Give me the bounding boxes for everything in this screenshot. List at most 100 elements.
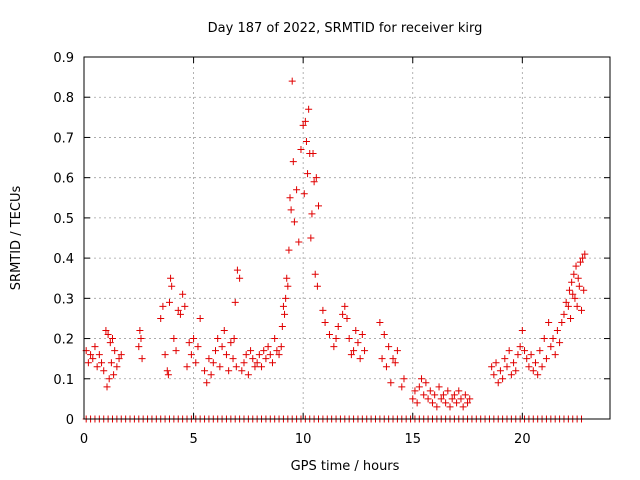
data-point [187,351,195,359]
data-point [523,355,531,363]
data-point [380,331,388,339]
data-point [304,170,312,178]
data-point [137,335,145,343]
data-point [455,387,463,395]
data-point [111,347,119,355]
data-point [283,274,291,282]
data-point [100,367,108,375]
axis-ticks: 0 0.1 0.2 0.3 0.4 0.5 0.6 0.7 0.8 0.9 0 5 10 15 20 [53,51,610,447]
data-point [209,359,217,367]
data-point [115,355,123,363]
data-point [361,347,369,355]
data-point [231,298,239,306]
data-point [214,335,222,343]
data-point [271,335,279,343]
data-point [266,351,274,359]
y-tick-label: 0 [66,413,74,428]
data-point [547,343,555,351]
data-point [567,314,575,322]
data-point [236,274,244,282]
data-point [499,375,507,383]
data-point [315,202,323,210]
data-point [496,367,504,375]
data-point [433,403,441,411]
data-point [108,335,116,343]
data-point [179,290,187,298]
data-point [531,359,539,367]
data-point [113,363,121,371]
data-point [138,355,146,363]
data-point [282,294,290,302]
data-point [446,403,454,411]
data-point [562,298,570,306]
data-point [330,343,338,351]
chart-title: Day 187 of 2022, SRMTID for receiver kir… [208,21,483,36]
data-point [510,359,518,367]
data-point [580,286,588,294]
data-point [201,367,209,375]
data-point [312,174,320,182]
data-point [352,327,360,335]
data-point [260,347,268,355]
data-point [275,351,283,359]
data-point [284,282,292,290]
data-point [389,355,397,363]
data-point [415,383,423,391]
data-point [104,331,112,339]
y-tick-label: 0.5 [53,212,74,227]
y-tick-label: 0.4 [53,252,74,267]
data-point [305,105,313,113]
data-point [503,363,511,371]
data-point [281,310,289,318]
data-point [494,379,502,387]
y-tick-label: 0.2 [53,333,74,348]
y-tick-label: 0.3 [53,292,74,307]
data-point [431,391,439,399]
data-point [278,322,286,330]
data-point [232,363,240,371]
data-point [505,347,513,355]
data-point [572,262,580,270]
data-point [575,282,583,290]
data-point [264,343,272,351]
data-point [321,318,329,326]
x-tick-label: 5 [189,432,197,447]
y-tick-label: 0.6 [53,172,74,187]
x-tick-label: 15 [404,432,421,447]
data-point [300,190,308,198]
data-point [167,274,175,282]
data-point [222,351,230,359]
data-point [347,351,355,359]
data-point [285,246,293,254]
data-point [183,363,191,371]
data-point [103,383,111,391]
data-point [227,339,235,347]
data-point [253,359,261,367]
data-point [251,363,259,371]
data-point [190,335,198,343]
data-point [105,375,113,383]
data-point [192,359,200,367]
data-point [536,347,544,355]
data-point [457,395,465,403]
data-point [194,343,202,351]
data-point [135,343,143,351]
data-point [102,327,110,335]
data-point [568,278,576,286]
data-point [518,327,526,335]
data-point [444,387,452,395]
data-point [409,395,417,403]
data-point [216,363,224,371]
x-tick-label: 10 [295,432,312,447]
data-point [279,302,287,310]
data-point [387,379,395,387]
data-point [426,387,434,395]
data-point [334,322,342,330]
data-point [161,351,169,359]
data-point [308,210,316,218]
data-point [435,383,443,391]
data-point [422,379,430,387]
data-point [273,347,281,355]
data-point [244,371,252,379]
data-point [448,395,456,403]
